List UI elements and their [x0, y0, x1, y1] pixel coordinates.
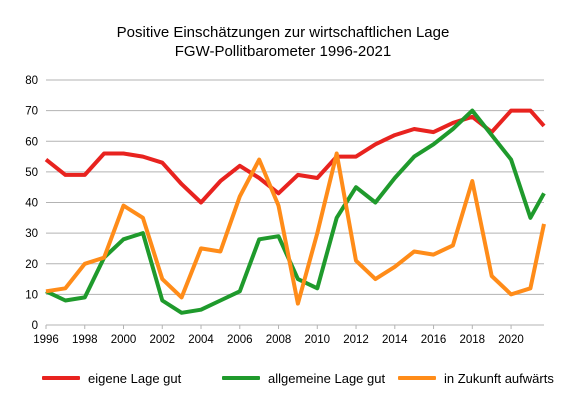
x-tick-label: 2002 — [149, 334, 175, 346]
y-tick-label: 80 — [25, 75, 38, 87]
y-tick-label: 50 — [25, 167, 38, 179]
x-tick-label: 1996 — [33, 334, 59, 346]
legend: eigene Lage gut allgemeine Lage gut in Zuk… — [36, 364, 556, 392]
chart-subtitle: FGW-Pollitbarometer 1996-2021 — [174, 43, 392, 60]
legend-swatch — [42, 376, 80, 380]
x-tick-label: 2012 — [343, 334, 369, 346]
y-tick-label: 20 — [25, 259, 38, 271]
legend-label: in Zukunft aufwärts — [444, 370, 554, 386]
x-tick-label: 2000 — [111, 334, 137, 346]
legend-swatch — [222, 376, 260, 380]
y-tick-label: 30 — [25, 228, 38, 240]
legend-label: eigene Lage gut — [88, 370, 182, 386]
x-tick-label: 2004 — [188, 334, 214, 346]
y-tick-label: 10 — [25, 289, 38, 301]
x-tick-label: 2016 — [421, 334, 447, 346]
legend-label: allgemeine Lage gut — [268, 370, 386, 386]
series-line-3 — [45, 151, 546, 306]
y-tick-label: 40 — [25, 198, 38, 210]
x-tick-label: 1998 — [72, 334, 98, 346]
x-tick-label: 2008 — [266, 334, 292, 346]
y-axis-ticks: 0 10 20 30 40 50 60 70 80 — [25, 75, 38, 332]
x-tick-label: 2018 — [460, 334, 486, 346]
gridlines — [46, 79, 544, 326]
legend-item: allgemeine Lage gut — [222, 369, 385, 387]
x-axis-ticks: 1996 1998 2000 2002 2004 2006 2008 2010 2012 2014… — [33, 325, 524, 346]
y-tick-label: 70 — [25, 106, 38, 118]
series-line-2 — [45, 108, 546, 315]
x-tick-label: 2010 — [304, 334, 330, 346]
x-tick-label: 2006 — [227, 334, 253, 346]
legend-swatch — [398, 376, 436, 380]
y-tick-label: 60 — [25, 136, 38, 148]
legend-item: in Zukunft aufwärts — [398, 369, 554, 387]
x-tick-label: 2020 — [498, 334, 524, 346]
y-tick-label: 0 — [32, 320, 38, 332]
x-tick-label: 2014 — [382, 334, 408, 346]
chart-title: Positive Einschätzungen zur wirtschaftli… — [116, 24, 450, 41]
legend-item: eigene Lage gut — [42, 369, 181, 387]
series-lines — [44, 108, 546, 315]
